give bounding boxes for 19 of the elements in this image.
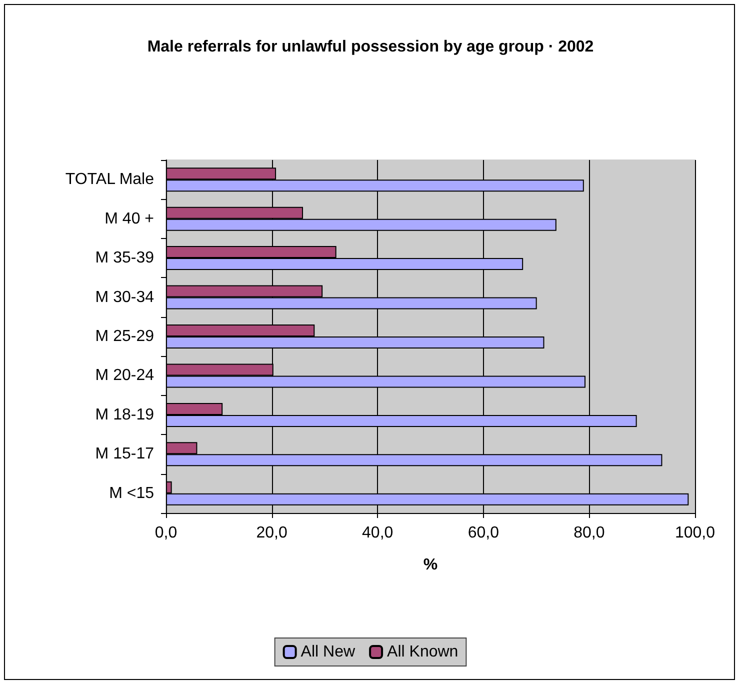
x-tick-label: 20,0 — [256, 524, 288, 542]
x-tick-label: 60,0 — [468, 524, 500, 542]
y-tick-label: M <15 — [109, 484, 154, 502]
chart-title: Male referrals for unlawful possession by age group · 2002 — [147, 38, 594, 56]
y-tick-label: M 20-24 — [95, 367, 154, 384]
legend-label: All New — [300, 644, 356, 660]
y-tick-label: M 35-39 — [95, 250, 154, 267]
legend-label: All Known — [387, 644, 458, 660]
y-tick-label: TOTAL Male — [65, 171, 154, 188]
y-tick-label: M 25-29 — [95, 328, 154, 345]
x-tick-label: 0,0 — [154, 524, 178, 542]
x-tick-label: 100,0 — [674, 524, 716, 542]
x-tick-label: 40,0 — [362, 524, 394, 542]
y-tick-label: M 30-34 — [95, 288, 154, 306]
y-tick-label: M 15-17 — [95, 446, 154, 463]
y-tick-label: M 40 + — [104, 210, 154, 228]
x-tick-label: 80,0 — [574, 524, 605, 542]
y-tick-label: M 18-19 — [95, 406, 154, 424]
x-axis-title: % — [423, 556, 438, 574]
